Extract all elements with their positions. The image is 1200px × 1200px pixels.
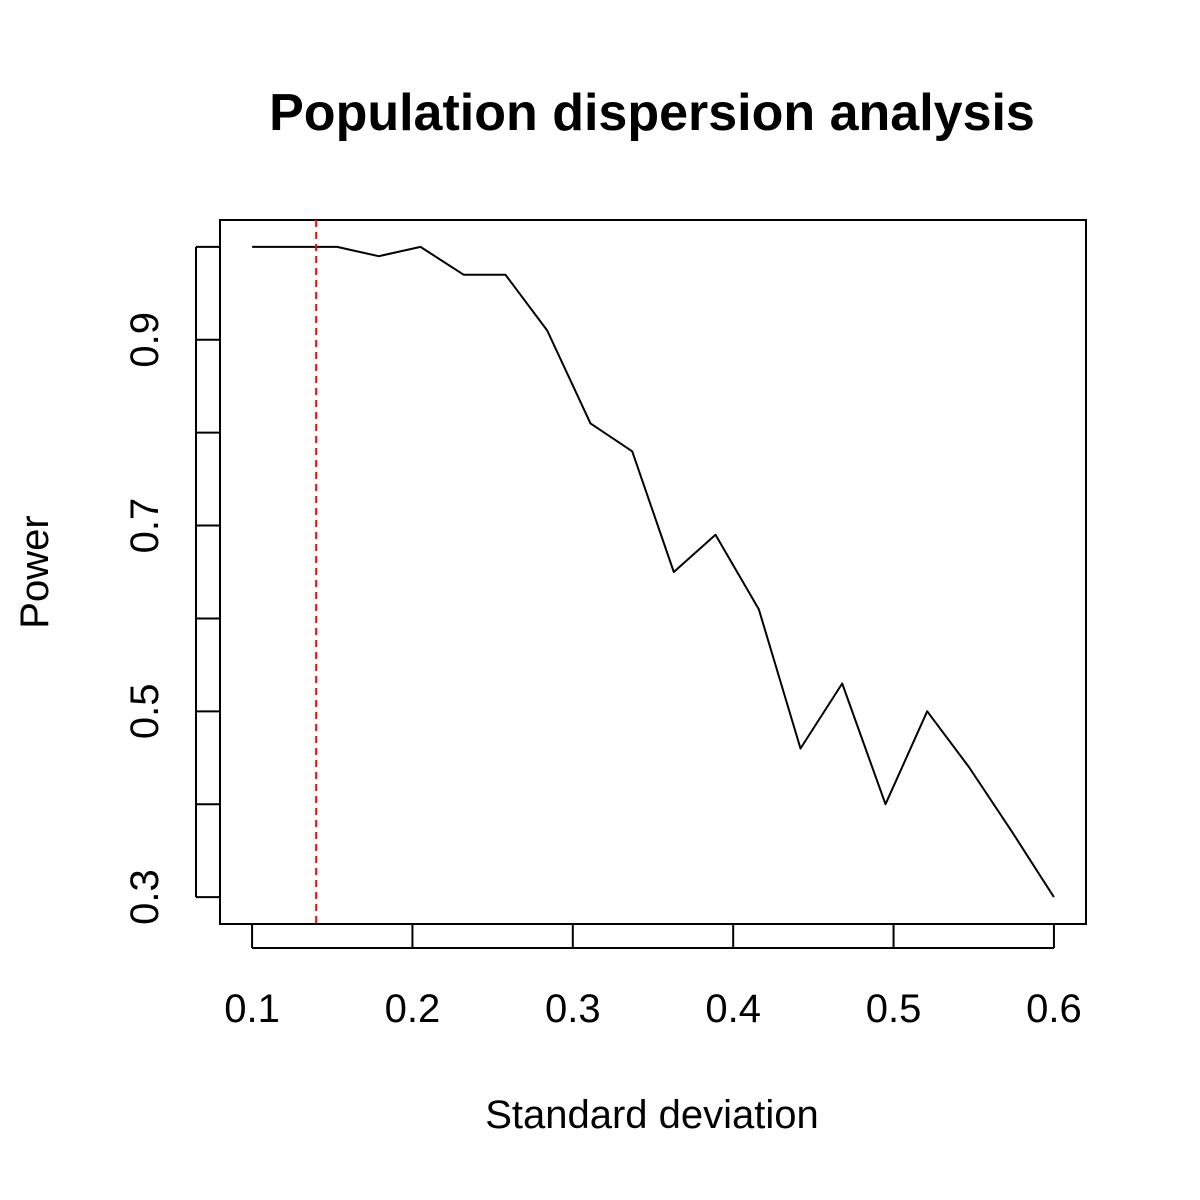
x-tick-label: 0.5: [866, 987, 922, 1031]
y-tick-label: 0.9: [123, 312, 167, 368]
y-tick-label: 0.3: [123, 869, 167, 925]
plot-area: [252, 220, 1055, 924]
x-axis: 0.1 0.2 0.3 0.4 0.5 0.6: [224, 924, 1082, 1031]
x-axis-label: Standard deviation: [485, 1093, 819, 1137]
x-tick-label: 0.1: [224, 987, 280, 1031]
y-axis: 0.3 0.5 0.7 0.9: [123, 245, 220, 925]
chart-title: Population dispersion analysis: [269, 84, 1035, 142]
y-axis-label: Power: [13, 515, 57, 628]
x-tick-label: 0.4: [705, 987, 761, 1031]
x-tick-label: 0.2: [385, 987, 441, 1031]
x-tick-label: 0.3: [545, 987, 601, 1031]
series-line: [252, 245, 1055, 898]
y-tick-label: 0.7: [123, 498, 167, 554]
y-tick-label: 0.5: [123, 684, 167, 740]
x-tick-label: 0.6: [1026, 987, 1082, 1031]
plot-frame: [219, 219, 1087, 925]
